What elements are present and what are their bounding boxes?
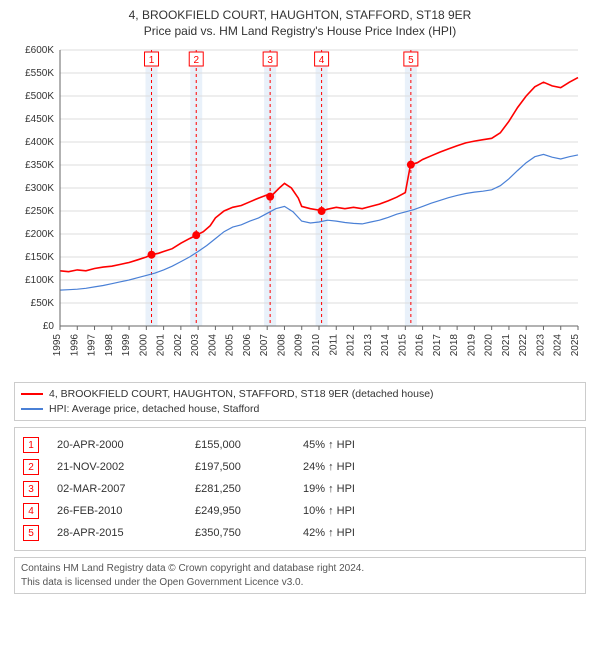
svg-text:£550K: £550K bbox=[25, 68, 54, 79]
legend-swatch-hpi bbox=[21, 408, 43, 410]
title-subtitle: Price paid vs. HM Land Registry's House … bbox=[12, 24, 588, 38]
table-row: 3 02-MAR-2007 £281,250 19% ↑ HPI bbox=[23, 478, 577, 500]
sale-date: 28-APR-2015 bbox=[57, 527, 177, 539]
svg-text:2004: 2004 bbox=[207, 334, 218, 357]
chart-titles: 4, BROOKFIELD COURT, HAUGHTON, STAFFORD,… bbox=[12, 8, 588, 38]
svg-text:2: 2 bbox=[193, 55, 199, 66]
svg-text:£50K: £50K bbox=[31, 298, 55, 309]
svg-text:2019: 2019 bbox=[466, 334, 477, 357]
svg-text:1997: 1997 bbox=[87, 334, 98, 357]
sale-badge: 4 bbox=[23, 503, 39, 519]
svg-text:£400K: £400K bbox=[25, 137, 54, 148]
svg-text:£100K: £100K bbox=[25, 275, 54, 286]
svg-text:2020: 2020 bbox=[484, 334, 495, 357]
svg-text:£300K: £300K bbox=[25, 183, 54, 194]
svg-text:£600K: £600K bbox=[25, 45, 54, 56]
svg-text:2001: 2001 bbox=[156, 334, 167, 357]
svg-text:2021: 2021 bbox=[501, 334, 512, 357]
sale-diff: 19% ↑ HPI bbox=[303, 483, 577, 495]
sale-price: £155,000 bbox=[195, 439, 285, 451]
table-row: 2 21-NOV-2002 £197,500 24% ↑ HPI bbox=[23, 456, 577, 478]
svg-text:£0: £0 bbox=[43, 321, 55, 332]
svg-text:2023: 2023 bbox=[535, 334, 546, 357]
legend-box: 4, BROOKFIELD COURT, HAUGHTON, STAFFORD,… bbox=[14, 382, 586, 421]
svg-text:2016: 2016 bbox=[415, 334, 426, 357]
svg-text:2006: 2006 bbox=[242, 334, 253, 357]
svg-text:£200K: £200K bbox=[25, 229, 54, 240]
page: 4, BROOKFIELD COURT, HAUGHTON, STAFFORD,… bbox=[0, 0, 600, 650]
sales-table: 1 20-APR-2000 £155,000 45% ↑ HPI 2 21-NO… bbox=[14, 427, 586, 551]
sale-price: £197,500 bbox=[195, 461, 285, 473]
legend-swatch-property bbox=[21, 393, 43, 395]
svg-text:2013: 2013 bbox=[363, 334, 374, 357]
sale-diff: 42% ↑ HPI bbox=[303, 527, 577, 539]
svg-text:2022: 2022 bbox=[518, 334, 529, 357]
table-row: 5 28-APR-2015 £350,750 42% ↑ HPI bbox=[23, 522, 577, 544]
footer-line-2: This data is licensed under the Open Gov… bbox=[21, 576, 579, 590]
svg-text:£150K: £150K bbox=[25, 252, 54, 263]
svg-text:2010: 2010 bbox=[311, 334, 322, 357]
table-row: 4 26-FEB-2010 £249,950 10% ↑ HPI bbox=[23, 500, 577, 522]
svg-text:2018: 2018 bbox=[449, 334, 460, 357]
svg-text:1: 1 bbox=[149, 55, 155, 66]
svg-text:1999: 1999 bbox=[121, 334, 132, 357]
legend-item-hpi: HPI: Average price, detached house, Staf… bbox=[21, 402, 579, 417]
legend-label-property: 4, BROOKFIELD COURT, HAUGHTON, STAFFORD,… bbox=[49, 387, 434, 402]
sale-diff: 10% ↑ HPI bbox=[303, 505, 577, 517]
svg-text:3: 3 bbox=[267, 55, 273, 66]
svg-text:£350K: £350K bbox=[25, 160, 54, 171]
svg-text:2003: 2003 bbox=[190, 334, 201, 357]
svg-text:2002: 2002 bbox=[173, 334, 184, 357]
svg-text:£500K: £500K bbox=[25, 91, 54, 102]
svg-text:2011: 2011 bbox=[328, 334, 339, 356]
legend-label-hpi: HPI: Average price, detached house, Staf… bbox=[49, 402, 259, 417]
sale-date: 02-MAR-2007 bbox=[57, 483, 177, 495]
title-address: 4, BROOKFIELD COURT, HAUGHTON, STAFFORD,… bbox=[12, 8, 588, 22]
price-chart: £0 £50K £100K £150K £200K £250K £300K £350K £400… bbox=[12, 44, 588, 374]
sale-price: £249,950 bbox=[195, 505, 285, 517]
svg-text:5: 5 bbox=[408, 55, 414, 66]
svg-text:2014: 2014 bbox=[380, 334, 391, 357]
sale-badge: 5 bbox=[23, 525, 39, 541]
legend-item-property: 4, BROOKFIELD COURT, HAUGHTON, STAFFORD,… bbox=[21, 387, 579, 402]
sale-badge: 2 bbox=[23, 459, 39, 475]
footer-box: Contains HM Land Registry data © Crown c… bbox=[14, 557, 586, 594]
svg-text:2000: 2000 bbox=[138, 334, 149, 357]
sale-badge: 1 bbox=[23, 437, 39, 453]
svg-text:1996: 1996 bbox=[69, 334, 80, 357]
svg-text:£450K: £450K bbox=[25, 114, 54, 125]
sale-date: 20-APR-2000 bbox=[57, 439, 177, 451]
chart-container: £0 £50K £100K £150K £200K £250K £300K £350K £400… bbox=[12, 44, 588, 374]
svg-text:1995: 1995 bbox=[52, 334, 63, 357]
svg-text:4: 4 bbox=[319, 55, 325, 66]
svg-text:2008: 2008 bbox=[276, 334, 287, 357]
sale-price: £281,250 bbox=[195, 483, 285, 495]
sale-diff: 24% ↑ HPI bbox=[303, 461, 577, 473]
sale-badge: 3 bbox=[23, 481, 39, 497]
svg-text:2009: 2009 bbox=[294, 334, 305, 357]
sale-date: 21-NOV-2002 bbox=[57, 461, 177, 473]
sale-diff: 45% ↑ HPI bbox=[303, 439, 577, 451]
sale-price: £350,750 bbox=[195, 527, 285, 539]
footer-line-1: Contains HM Land Registry data © Crown c… bbox=[21, 562, 579, 576]
svg-text:2024: 2024 bbox=[553, 334, 564, 357]
table-row: 1 20-APR-2000 £155,000 45% ↑ HPI bbox=[23, 434, 577, 456]
svg-text:2017: 2017 bbox=[432, 334, 443, 357]
sale-date: 26-FEB-2010 bbox=[57, 505, 177, 517]
svg-text:2025: 2025 bbox=[570, 334, 581, 357]
svg-text:2007: 2007 bbox=[259, 334, 270, 357]
svg-text:£250K: £250K bbox=[25, 206, 54, 217]
svg-text:2015: 2015 bbox=[397, 334, 408, 357]
svg-text:1998: 1998 bbox=[104, 334, 115, 357]
svg-text:2005: 2005 bbox=[225, 334, 236, 357]
svg-text:2012: 2012 bbox=[346, 334, 357, 357]
